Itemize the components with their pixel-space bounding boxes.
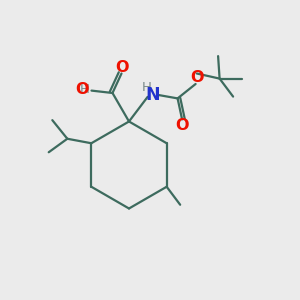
Text: H: H — [80, 83, 90, 96]
Text: N: N — [146, 86, 160, 104]
Text: H: H — [142, 81, 151, 94]
Text: O: O — [190, 70, 203, 85]
Text: O: O — [75, 82, 89, 97]
Text: O: O — [115, 60, 129, 75]
Text: O: O — [176, 118, 189, 134]
